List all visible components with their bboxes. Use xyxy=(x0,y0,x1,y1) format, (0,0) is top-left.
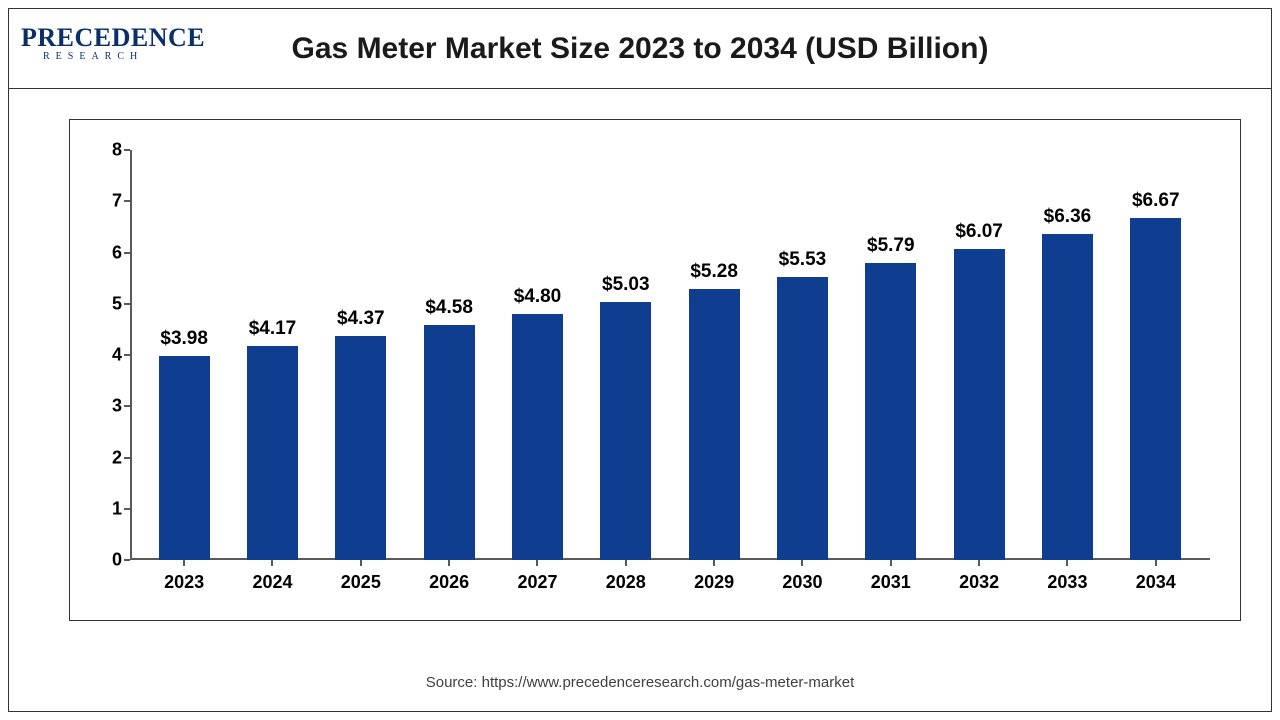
bar-group: $6.362033 xyxy=(1023,150,1111,560)
x-tick-label: 2031 xyxy=(871,572,911,593)
y-tick-label: 1 xyxy=(112,498,122,519)
chart-frame: 012345678 $3.982023$4.172024$4.372025$4.… xyxy=(69,119,1241,621)
x-tick-label: 2034 xyxy=(1136,572,1176,593)
bar-value-label: $6.67 xyxy=(1132,190,1180,212)
x-tick-label: 2033 xyxy=(1047,572,1087,593)
bar-value-label: $5.28 xyxy=(690,261,738,283)
x-tick-label: 2027 xyxy=(517,572,557,593)
outer-frame: PRECEDENCE RESEARCH Gas Meter Market Siz… xyxy=(8,8,1272,712)
bar-group: $4.802027 xyxy=(493,150,581,560)
x-tick-label: 2025 xyxy=(341,572,381,593)
bar-value-label: $6.07 xyxy=(955,221,1003,243)
bar xyxy=(777,277,828,560)
x-tick-label: 2023 xyxy=(164,572,204,593)
bar xyxy=(600,302,651,560)
x-tick-label: 2030 xyxy=(782,572,822,593)
bar xyxy=(1130,218,1181,560)
bar xyxy=(335,336,386,560)
x-tick-mark xyxy=(1155,560,1157,566)
x-tick-mark xyxy=(536,560,538,566)
bar-group: $5.792031 xyxy=(847,150,935,560)
x-tick-label: 2029 xyxy=(694,572,734,593)
bar-group: $5.532030 xyxy=(758,150,846,560)
bar-value-label: $4.80 xyxy=(514,286,562,308)
x-tick-mark xyxy=(183,560,185,566)
logo: PRECEDENCE RESEARCH xyxy=(21,23,205,62)
bars-container: $3.982023$4.172024$4.372025$4.582026$4.8… xyxy=(130,150,1210,560)
bar-value-label: $6.36 xyxy=(1044,206,1092,228)
bar-value-label: $5.03 xyxy=(602,274,650,296)
x-tick-mark xyxy=(713,560,715,566)
bar-value-label: $4.17 xyxy=(249,318,297,340)
logo-main: PRECEDENCE xyxy=(21,23,205,52)
bar-group: $6.072032 xyxy=(935,150,1023,560)
y-tick-label: 0 xyxy=(112,550,122,571)
bar xyxy=(159,356,210,560)
x-tick-label: 2026 xyxy=(429,572,469,593)
bar xyxy=(865,263,916,560)
bar-group: $4.372025 xyxy=(317,150,405,560)
header: PRECEDENCE RESEARCH Gas Meter Market Siz… xyxy=(9,9,1271,89)
source-text: Source: https://www.precedenceresearch.c… xyxy=(9,674,1271,691)
bar xyxy=(689,289,740,560)
y-tick-label: 2 xyxy=(112,447,122,468)
bar-group: $6.672034 xyxy=(1112,150,1200,560)
bar-value-label: $3.98 xyxy=(160,328,208,350)
x-tick-label: 2024 xyxy=(252,572,292,593)
bar-value-label: $4.37 xyxy=(337,308,385,330)
bar xyxy=(1042,234,1093,560)
y-tick-label: 6 xyxy=(112,242,122,263)
x-tick-mark xyxy=(271,560,273,566)
bar-group: $4.172024 xyxy=(228,150,316,560)
bar-group: $4.582026 xyxy=(405,150,493,560)
y-tick-label: 5 xyxy=(112,293,122,314)
y-tick-label: 3 xyxy=(112,396,122,417)
bar-value-label: $4.58 xyxy=(425,297,473,319)
bar xyxy=(247,346,298,560)
bar-group: $5.032028 xyxy=(582,150,670,560)
bar xyxy=(424,325,475,560)
bar xyxy=(512,314,563,560)
x-tick-mark xyxy=(448,560,450,566)
bar-value-label: $5.79 xyxy=(867,235,915,257)
bar-group: $5.282029 xyxy=(670,150,758,560)
y-tick-label: 4 xyxy=(112,345,122,366)
bar-group: $3.982023 xyxy=(140,150,228,560)
y-tick-label: 7 xyxy=(112,191,122,212)
x-tick-mark xyxy=(625,560,627,566)
bar-value-label: $5.53 xyxy=(779,249,827,271)
x-tick-mark xyxy=(1066,560,1068,566)
plot-area: 012345678 $3.982023$4.172024$4.372025$4.… xyxy=(130,150,1210,560)
x-tick-mark xyxy=(801,560,803,566)
x-tick-mark xyxy=(978,560,980,566)
bar xyxy=(954,249,1005,560)
x-tick-mark xyxy=(890,560,892,566)
x-tick-label: 2028 xyxy=(606,572,646,593)
x-tick-mark xyxy=(360,560,362,566)
x-tick-label: 2032 xyxy=(959,572,999,593)
y-tick-label: 8 xyxy=(112,140,122,161)
logo-sub: RESEARCH xyxy=(43,51,205,62)
